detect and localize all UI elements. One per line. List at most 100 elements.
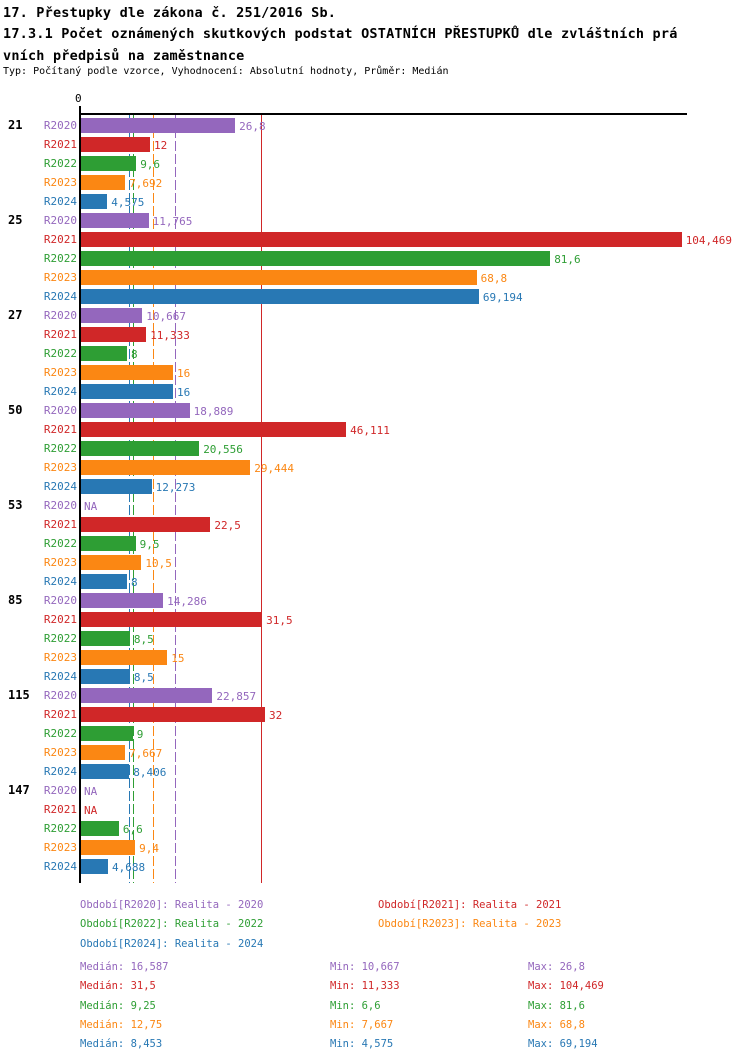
series-label-r2022-50: R2022 [43,442,77,455]
series-label-r2021-115: R2021 [43,708,77,721]
bar-value-r2022-85: 8,5 [133,632,154,646]
bar-r2024-21 [81,193,108,209]
series-label-r2021-25: R2021 [43,233,77,246]
bar-r2022-85 [81,630,130,646]
bar-value-r2020-115: 22,857 [216,689,257,703]
bar-r2020-27 [81,307,143,323]
bar-value-r2024-50: 12,273 [155,480,196,494]
series-label-r2024-25: R2024 [43,290,77,303]
median-line-r2022 [133,115,135,883]
stat-max-r2023: Max: 68,8 [528,1018,585,1031]
bar-value-r2023-27: 16 [177,366,191,380]
series-label-r2021-147: R2021 [43,803,77,816]
bar-r2023-27 [81,364,173,380]
stat-max-r2020: Max: 26,8 [528,961,585,973]
bar-r2024-85 [81,668,130,684]
series-label-r2024-115: R2024 [43,765,77,778]
series-label-r2021-85: R2021 [43,613,77,626]
bar-value-r2021-53: 22,5 [214,518,241,532]
bar-r2024-25 [81,288,479,304]
stat-min-r2022: Min: 6,6 [330,999,381,1012]
series-label-r2023-85: R2023 [43,651,77,664]
page-title: 17. Přestupky dle zákona č. 251/2016 Sb. [3,5,337,21]
category-label-85: 85 [8,593,23,607]
bar-value-r2024-53: 8 [131,575,138,589]
bar-r2021-21 [81,136,150,152]
series-label-r2023-21: R2023 [43,176,77,189]
series-label-r2022-25: R2022 [43,252,77,265]
series-label-r2020-147: R2020 [43,784,77,797]
bar-value-r2021-85: 31,5 [266,613,293,627]
series-label-r2022-147: R2022 [43,822,77,835]
series-label-r2020-21: R2020 [43,119,77,132]
median-line-r2020 [175,115,177,883]
series-label-r2022-27: R2022 [43,347,77,360]
bar-r2020-85 [81,592,164,608]
series-label-r2022-115: R2022 [43,727,77,740]
stat-min-r2021: Min: 11,333 [330,980,400,993]
bar-value-r2023-115: 7,667 [129,746,163,760]
bar-r2023-147 [81,839,136,855]
bar-value-r2020-147: NA [84,784,98,798]
bar-value-r2020-50: 18,889 [193,404,234,418]
series-label-r2020-27: R2020 [43,309,77,322]
bar-r2022-147 [81,820,119,836]
bar-r2023-25 [81,269,477,285]
median-line-r2021 [261,115,263,883]
bar-value-r2020-53: NA [84,499,98,513]
bar-value-r2022-25: 81,6 [554,252,581,266]
stat-median-r2023: Medián: 12,75 [80,1018,163,1031]
bar-value-r2021-21: 12 [154,138,168,152]
bar-value-r2024-85: 8,5 [133,670,154,684]
bar-value-r2022-53: 9,5 [139,537,160,551]
bar-value-r2024-21: 4,575 [111,195,145,209]
bar-value-r2022-115: 9 [136,727,144,741]
bar-value-r2023-25: 68,8 [480,271,508,285]
series-label-r2021-53: R2021 [43,518,77,531]
series-label-r2020-25: R2020 [43,214,77,227]
bar-r2023-85 [81,649,168,665]
bar-value-r2021-50: 46,111 [350,423,390,437]
bar-r2021-25 [81,231,682,247]
category-label-25: 25 [8,213,23,227]
stat-min-r2024: Min: 4,575 [330,1038,394,1051]
series-label-r2021-27: R2021 [43,328,77,341]
series-label-r2020-115: R2020 [43,689,77,702]
bar-value-r2022-147: 6,6 [122,822,143,836]
bar-value-r2023-85: 15 [171,651,185,665]
bar-value-r2022-27: 8 [131,347,138,361]
bar-r2021-85 [81,611,263,627]
bar-r2022-50 [81,440,200,456]
page-subtitle-line1: 17.3.1 Počet oznámených skutkových podst… [3,26,678,42]
median-line-r2024 [128,115,130,883]
bar-value-r2021-115: 32 [269,708,283,722]
series-label-r2020-85: R2020 [43,594,77,607]
bar-value-r2020-27: 10,667 [146,309,187,323]
bar-value-r2024-27: 16 [177,385,191,399]
series-label-r2022-85: R2022 [43,632,77,645]
stat-max-r2021: Max: 104,469 [528,980,604,993]
bar-value-r2024-115: 8,406 [133,765,167,779]
bar-value-r2021-25: 104,469 [685,233,733,247]
median-line-r2023 [153,115,155,883]
stat-median-r2021: Medián: 31,5 [80,980,156,993]
stat-min-r2023: Min: 7,667 [330,1018,394,1031]
bar-value-r2024-147: 4,688 [112,860,146,874]
bar-value-r2022-50: 20,556 [203,442,243,456]
bar-r2022-21 [81,155,137,171]
series-label-r2024-53: R2024 [43,575,77,588]
bar-r2022-25 [81,250,551,266]
bar-r2023-21 [81,174,126,190]
series-label-r2023-50: R2023 [43,461,77,474]
category-label-147: 147 [8,783,30,797]
bar-value-r2020-85: 14,286 [167,594,207,608]
bar-value-r2024-25: 69,194 [482,290,523,304]
page-subtitle-line2: vních předpisů na zaměstnance [3,48,245,64]
bar-r2022-27 [81,345,127,361]
stat-max-r2024: Max: 69,194 [528,1038,598,1051]
bar-r2023-50 [81,459,251,475]
category-label-50: 50 [8,403,23,417]
category-label-115: 115 [8,688,30,702]
bar-r2024-50 [81,478,152,494]
